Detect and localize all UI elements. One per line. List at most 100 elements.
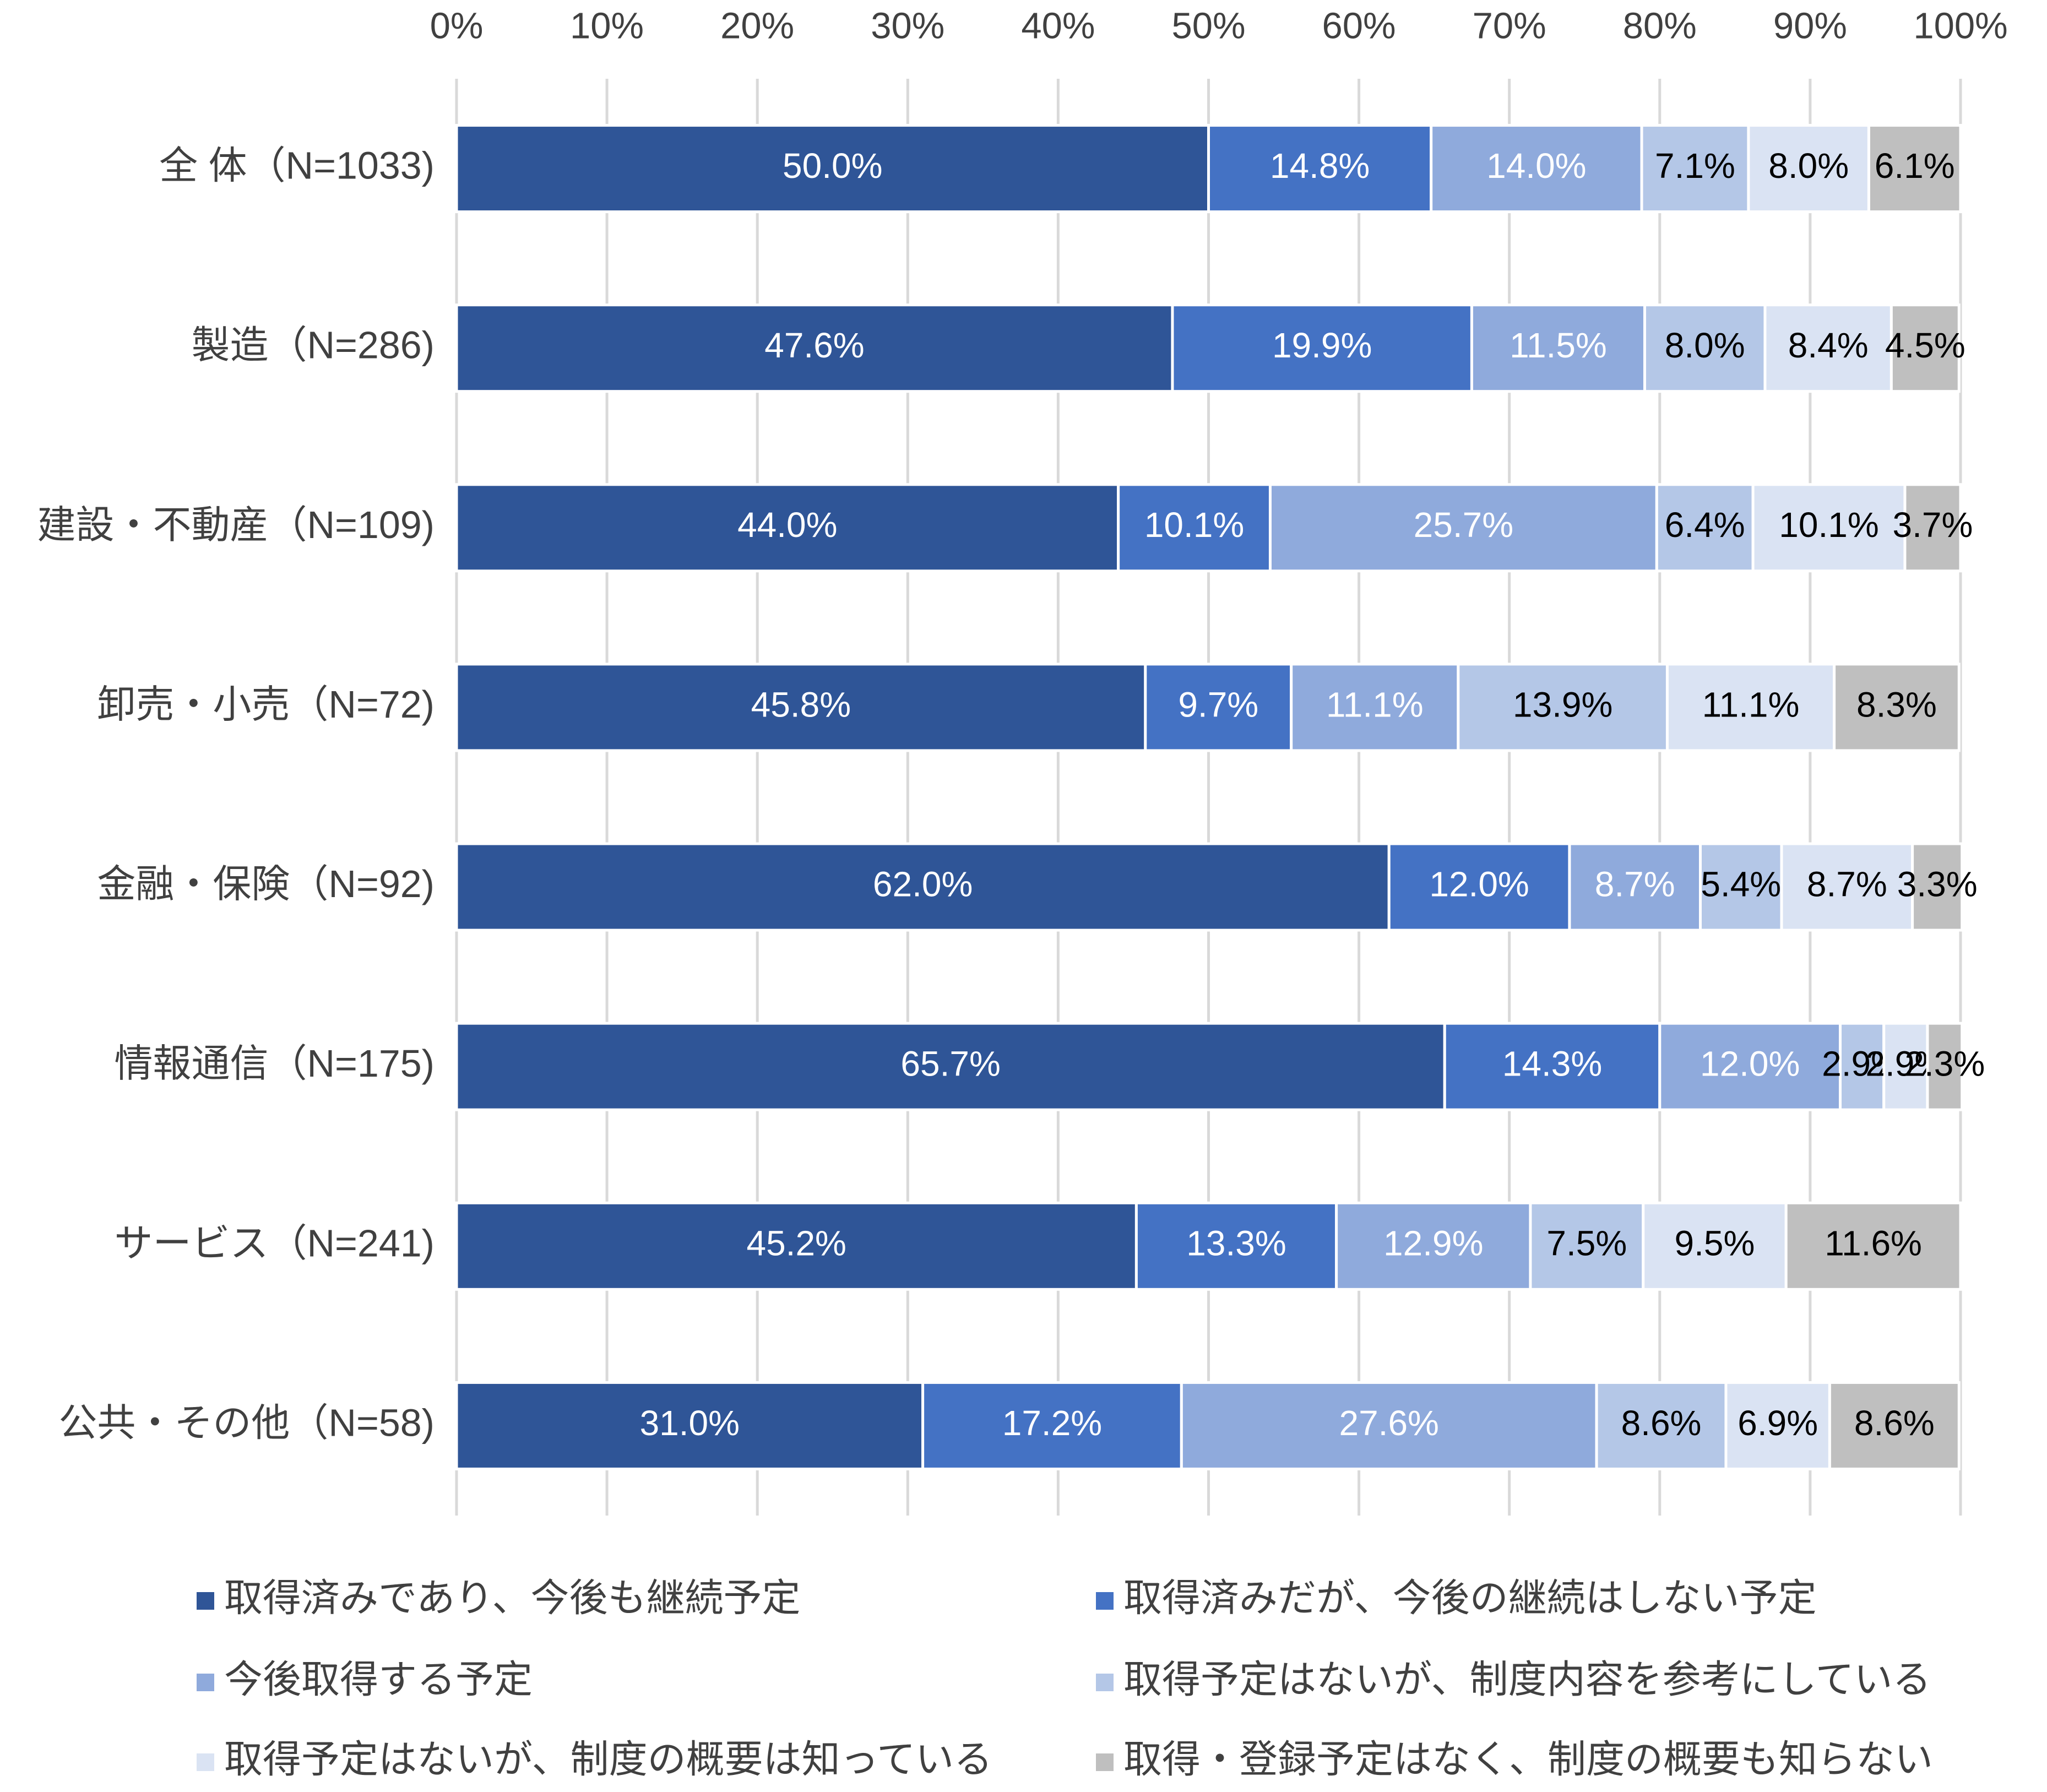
bar-segment (1882, 1022, 1929, 1111)
value-label: 10.1% (1144, 505, 1244, 545)
value-label: 65.7% (900, 1044, 1000, 1084)
legend-label: 取得済みであり、今後も継続予定 (224, 1576, 801, 1619)
value-label: 47.6% (764, 325, 864, 365)
legend-swatch (1096, 1592, 1114, 1610)
bar-segment (1780, 842, 1914, 932)
value-label: 10.1% (1779, 505, 1878, 545)
bar-segment (1144, 663, 1293, 752)
value-label: 12.0% (1429, 864, 1529, 904)
bar-segment (1134, 1201, 1338, 1291)
bar-segment (1747, 124, 1870, 214)
x-tick-label: 60% (1322, 6, 1396, 47)
legend-label: 今後取得する予定 (224, 1658, 533, 1701)
bar-segment (1180, 1381, 1598, 1470)
value-label: 11.1% (1326, 685, 1424, 724)
bar-segment (1655, 483, 1755, 573)
legend-swatch (197, 1753, 214, 1771)
value-label: 44.0% (737, 505, 837, 545)
x-tick-label: 80% (1623, 6, 1697, 47)
value-label: 45.8% (751, 685, 851, 724)
value-label: 50.0% (783, 146, 882, 186)
bar-segment (1665, 663, 1836, 752)
value-label: 8.6% (1621, 1403, 1702, 1443)
bar-segment (1457, 663, 1669, 752)
value-label: 2.3% (1904, 1044, 1985, 1084)
category-label: 情報通信（N=175) (114, 1042, 435, 1085)
legend-label: 取得済みだが、今後の継続はしない予定 (1123, 1576, 1817, 1619)
bar-segment (921, 1381, 1183, 1470)
bar-segment (1784, 1201, 1962, 1291)
bar-segment (455, 124, 1210, 214)
value-label: 7.5% (1546, 1224, 1627, 1263)
value-label: 13.9% (1513, 685, 1612, 724)
value-label: 14.3% (1502, 1044, 1602, 1084)
bar-segment (1529, 1201, 1645, 1291)
value-label: 6.1% (1875, 146, 1955, 186)
legend-label: 取得予定はないが、制度の概要は知っている (224, 1737, 992, 1780)
value-label: 25.7% (1414, 505, 1513, 545)
category-label: 金融・保険（N=92) (97, 862, 435, 905)
value-label: 11.5% (1510, 325, 1607, 365)
category-label: 公共・その他（N=58) (58, 1401, 435, 1444)
value-label: 9.7% (1178, 685, 1258, 724)
category-label: 建設・不動産（N=109) (37, 503, 435, 546)
legend-label: 取得予定はないが、制度内容を参考にしている (1123, 1658, 1931, 1701)
value-label: 31.0% (640, 1403, 740, 1443)
bar-segment (1568, 842, 1702, 932)
bar-segment (1470, 303, 1646, 393)
category-label: 製造（N=286) (191, 324, 435, 367)
value-label: 6.4% (1665, 505, 1745, 545)
bar-segment (1763, 303, 1893, 393)
bar-segment (1207, 124, 1433, 214)
bar-segment (1903, 483, 1962, 573)
bar-segment (455, 842, 1391, 932)
value-label: 45.2% (746, 1224, 846, 1263)
bar-segment (1117, 483, 1272, 573)
value-label: 5.4% (1701, 864, 1781, 904)
legend-swatch (197, 1592, 214, 1610)
x-tick-label: 50% (1171, 6, 1245, 47)
value-label: 11.6% (1825, 1224, 1922, 1263)
value-label: 17.2% (1002, 1403, 1102, 1443)
value-label: 3.3% (1897, 864, 1978, 904)
bar-segment (455, 663, 1147, 752)
value-label: 9.5% (1675, 1224, 1755, 1263)
bar-segment (1926, 1022, 1964, 1111)
value-label: 4.5% (1885, 325, 1965, 365)
legend-swatch (1096, 1753, 1114, 1771)
value-label: 8.4% (1788, 325, 1869, 365)
value-label: 62.0% (873, 864, 973, 904)
bar-segment (1867, 124, 1962, 214)
bar-segment (455, 1201, 1138, 1291)
value-label: 3.7% (1893, 505, 1973, 545)
bar-segment (1640, 124, 1750, 214)
x-tick-label: 30% (871, 6, 944, 47)
category-label: 全 体（N=1033) (159, 144, 435, 187)
bar-segment (1833, 663, 1961, 752)
legend-label: 取得・登録予定はなく、制度の概要も知らない (1123, 1737, 1933, 1780)
value-label: 6.9% (1737, 1403, 1818, 1443)
bar-segment (1290, 663, 1460, 752)
bar-segment (1335, 1201, 1532, 1291)
x-tick-label: 0% (430, 6, 484, 47)
value-label: 14.0% (1486, 146, 1586, 186)
value-label: 8.0% (1665, 325, 1745, 365)
bar-segment (1911, 842, 1964, 932)
value-label: 8.6% (1854, 1403, 1935, 1443)
bar-segment (1724, 1381, 1831, 1470)
x-tick-label: 90% (1773, 6, 1847, 47)
category-label: サービス（N=241) (114, 1221, 435, 1264)
value-label: 11.1% (1702, 685, 1800, 724)
value-label: 13.3% (1186, 1224, 1286, 1263)
bar-segment (455, 483, 1120, 573)
x-tick-label: 20% (720, 6, 794, 47)
value-label: 8.7% (1595, 864, 1675, 904)
bar-segment (1268, 483, 1658, 573)
value-label: 19.9% (1272, 325, 1372, 365)
bar-segment (1387, 842, 1571, 932)
x-tick-label: 100% (1913, 6, 2007, 47)
value-label: 8.3% (1856, 685, 1937, 724)
bar-segment (1642, 1201, 1788, 1291)
legend-swatch (1096, 1674, 1114, 1691)
value-label: 8.0% (1768, 146, 1849, 186)
